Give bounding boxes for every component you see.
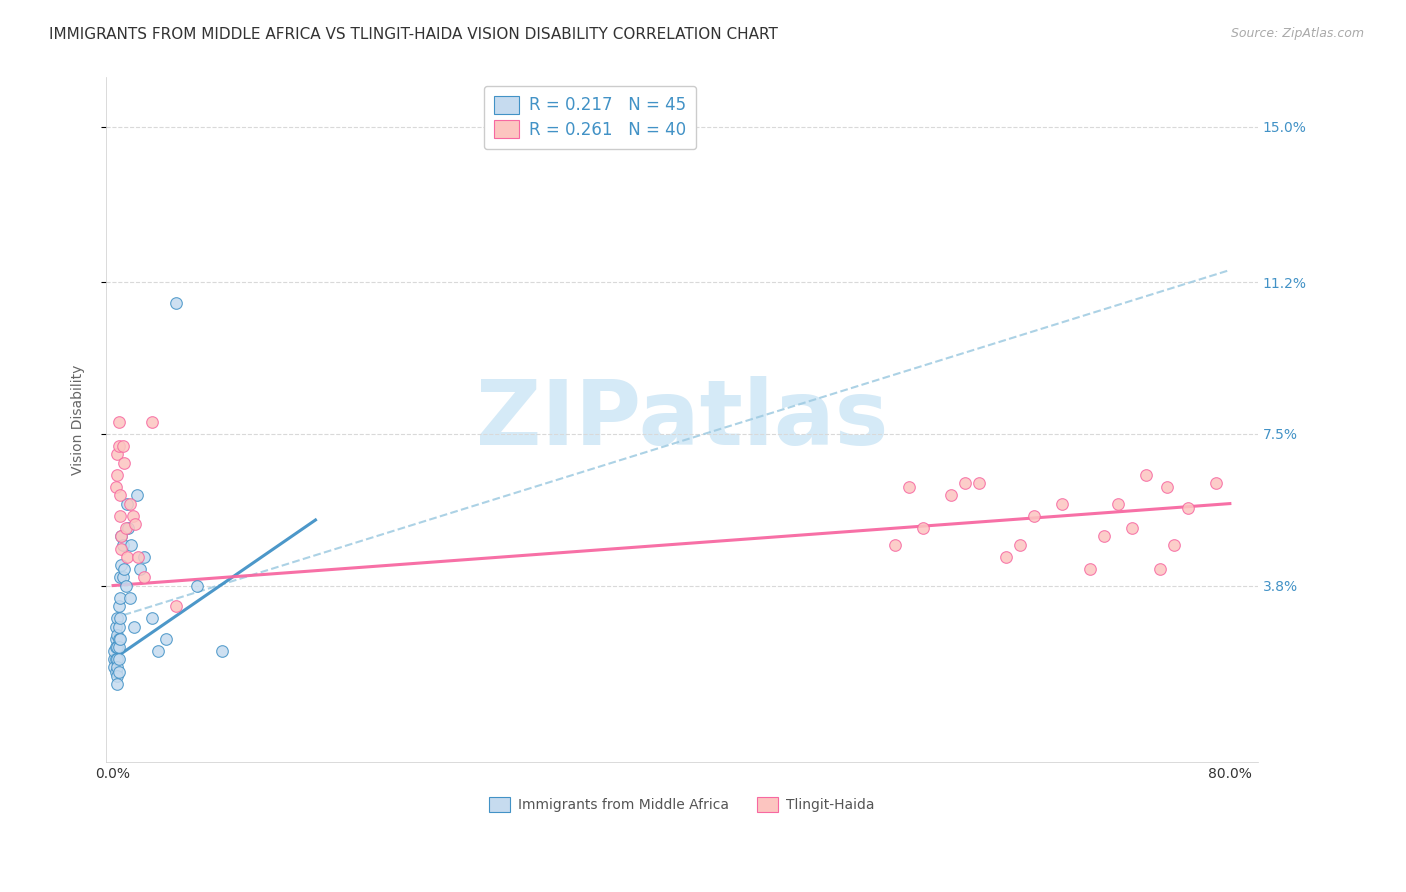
Point <box>108 508 131 523</box>
Point <box>108 632 131 646</box>
Point <box>939 488 962 502</box>
Point <box>105 652 128 666</box>
Point <box>111 570 134 584</box>
Point <box>127 549 149 564</box>
Point <box>911 521 934 535</box>
Point <box>118 497 141 511</box>
Point <box>125 488 148 502</box>
Point <box>105 447 128 461</box>
Point <box>110 541 132 556</box>
Point <box>108 591 131 605</box>
Point <box>105 467 128 482</box>
Point <box>155 632 177 646</box>
Point <box>1010 538 1032 552</box>
Point <box>108 570 131 584</box>
Point <box>111 439 134 453</box>
Point <box>107 415 129 429</box>
Point <box>114 578 136 592</box>
Point <box>110 558 132 572</box>
Point <box>103 644 125 658</box>
Point <box>1156 480 1178 494</box>
Point <box>104 665 127 679</box>
Point <box>108 611 131 625</box>
Point <box>995 549 1018 564</box>
Text: ZIPatlas: ZIPatlas <box>475 376 889 464</box>
Point <box>953 476 976 491</box>
Point <box>165 599 187 613</box>
Point <box>132 549 155 564</box>
Point <box>107 640 129 654</box>
Point <box>110 529 132 543</box>
Point <box>111 538 134 552</box>
Point <box>1149 562 1171 576</box>
Point <box>114 521 136 535</box>
Point <box>112 456 135 470</box>
Point <box>967 476 990 491</box>
Point <box>1024 508 1046 523</box>
Point <box>107 652 129 666</box>
Point <box>1107 497 1129 511</box>
Point <box>122 619 145 633</box>
Point <box>132 570 155 584</box>
Point <box>120 538 142 552</box>
Point <box>107 619 129 633</box>
Point <box>110 529 132 543</box>
Point <box>107 599 129 613</box>
Point <box>104 619 127 633</box>
Point <box>897 480 920 494</box>
Text: IMMIGRANTS FROM MIDDLE AFRICA VS TLINGIT-HAIDA VISION DISABILITY CORRELATION CHA: IMMIGRANTS FROM MIDDLE AFRICA VS TLINGIT… <box>49 27 778 42</box>
Point <box>141 415 163 429</box>
Point <box>1135 467 1157 482</box>
Point <box>104 632 127 646</box>
Point <box>1205 476 1227 491</box>
Point <box>103 652 125 666</box>
Point <box>105 660 128 674</box>
Point <box>104 652 127 666</box>
Point <box>117 521 139 535</box>
Point <box>211 644 233 658</box>
Point <box>105 640 128 654</box>
Point <box>124 517 146 532</box>
Point <box>146 644 169 658</box>
Point <box>115 497 138 511</box>
Point <box>1121 521 1143 535</box>
Point <box>115 549 138 564</box>
Point <box>108 488 131 502</box>
Point <box>1052 497 1074 511</box>
Point <box>107 665 129 679</box>
Point <box>186 578 208 592</box>
Y-axis label: Vision Disability: Vision Disability <box>72 365 86 475</box>
Point <box>1078 562 1101 576</box>
Point <box>105 611 128 625</box>
Point <box>103 660 125 674</box>
Point <box>118 591 141 605</box>
Text: Source: ZipAtlas.com: Source: ZipAtlas.com <box>1230 27 1364 40</box>
Legend: Immigrants from Middle Africa, Tlingit-Haida: Immigrants from Middle Africa, Tlingit-H… <box>478 786 886 823</box>
Point <box>128 562 150 576</box>
Point <box>107 632 129 646</box>
Point <box>121 508 143 523</box>
Point <box>107 439 129 453</box>
Point <box>1092 529 1115 543</box>
Point <box>104 480 127 494</box>
Point <box>105 669 128 683</box>
Point <box>105 628 128 642</box>
Point <box>104 640 127 654</box>
Point <box>112 562 135 576</box>
Point <box>105 677 128 691</box>
Point <box>1177 500 1199 515</box>
Point <box>165 295 187 310</box>
Point <box>141 611 163 625</box>
Point <box>883 538 905 552</box>
Point <box>1163 538 1185 552</box>
